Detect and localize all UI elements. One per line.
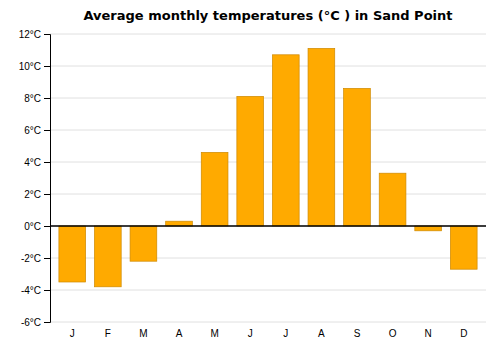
tick: S	[354, 328, 361, 339]
tick-mark	[44, 66, 50, 67]
grid-line	[50, 66, 486, 67]
tick-label: -2°C	[21, 253, 41, 264]
bar	[59, 226, 86, 282]
tick: M	[139, 328, 147, 339]
bars	[59, 48, 477, 286]
tick: M	[210, 328, 218, 339]
tick: O	[389, 328, 397, 339]
tick: 12°C	[19, 29, 50, 40]
tick-label: A	[318, 328, 325, 339]
tick: A	[176, 328, 183, 339]
tick-label: -6°C	[21, 317, 41, 328]
tick: J	[283, 328, 288, 339]
title: Average monthly temperatures (°C ) in Sa…	[83, 8, 452, 23]
grid-line	[50, 322, 486, 323]
tick-label: J	[283, 328, 288, 339]
bar	[130, 226, 157, 261]
tick: J	[70, 328, 75, 339]
tick: -2°C	[21, 253, 50, 264]
bar	[201, 152, 228, 226]
x-axis: JFMAMJJASOND	[70, 328, 468, 339]
tick-label: 8°C	[24, 93, 41, 104]
tick: -4°C	[21, 285, 50, 296]
tick-label: J	[70, 328, 75, 339]
tick: 4°C	[24, 157, 50, 168]
chart: -6°C -4°C -2°C 0°C 2°C 4°C 6°C 8°C 10°C 12°C J F M A M…	[0, 0, 500, 350]
plot: -6°C -4°C -2°C 0°C 2°C 4°C 6°C 8°C 10°C 12°C J F M A M…	[19, 29, 486, 339]
tick-label: O	[389, 328, 397, 339]
tick-mark	[44, 34, 50, 35]
tick: 0°C	[24, 221, 50, 232]
bar	[94, 226, 121, 287]
bar	[237, 96, 264, 226]
tick-mark	[44, 322, 50, 323]
y-axis: -6°C -4°C -2°C 0°C 2°C 4°C 6°C 8°C 10°C 12°C	[19, 29, 51, 328]
zero-line	[50, 225, 486, 227]
tick-label: 10°C	[19, 61, 41, 72]
grid-line	[50, 98, 486, 99]
tick: D	[460, 328, 467, 339]
grid-line	[50, 130, 486, 131]
tick-mark	[44, 194, 50, 195]
tick-mark	[44, 290, 50, 291]
bar	[450, 226, 477, 269]
bar	[344, 88, 371, 226]
bar	[272, 55, 299, 226]
tick-mark	[44, 258, 50, 259]
tick-label: J	[248, 328, 253, 339]
bar	[308, 48, 335, 226]
tick-label: D	[460, 328, 467, 339]
tick: F	[105, 328, 111, 339]
tick: 6°C	[24, 125, 50, 136]
tick-mark	[44, 98, 50, 99]
tick-label: 0°C	[24, 221, 41, 232]
grid-line	[50, 194, 486, 195]
grid-line	[50, 162, 486, 163]
tick-label: M	[139, 328, 147, 339]
tick-mark	[44, 162, 50, 163]
tick-label: 12°C	[19, 29, 41, 40]
tick-label: -4°C	[21, 285, 41, 296]
tick-label: 6°C	[24, 125, 41, 136]
axis-line	[44, 35, 51, 323]
tick: -6°C	[21, 317, 50, 328]
tick: 8°C	[24, 93, 50, 104]
grid-line	[50, 226, 486, 227]
tick-label: 2°C	[24, 189, 41, 200]
tick-label: F	[105, 328, 111, 339]
tick-label: 4°C	[24, 157, 41, 168]
bar	[379, 173, 406, 226]
tick: 10°C	[19, 61, 50, 72]
grid	[50, 34, 486, 322]
grid-line	[50, 290, 486, 291]
tick: 2°C	[24, 189, 50, 200]
tick-label: S	[354, 328, 361, 339]
tick-label: A	[176, 328, 183, 339]
tick: N	[425, 328, 432, 339]
tick-mark	[44, 130, 50, 131]
grid-line	[50, 34, 486, 35]
tick: A	[318, 328, 325, 339]
tick-mark	[44, 226, 50, 227]
tick: J	[248, 328, 253, 339]
tick-label: N	[425, 328, 432, 339]
tick-label: M	[210, 328, 218, 339]
